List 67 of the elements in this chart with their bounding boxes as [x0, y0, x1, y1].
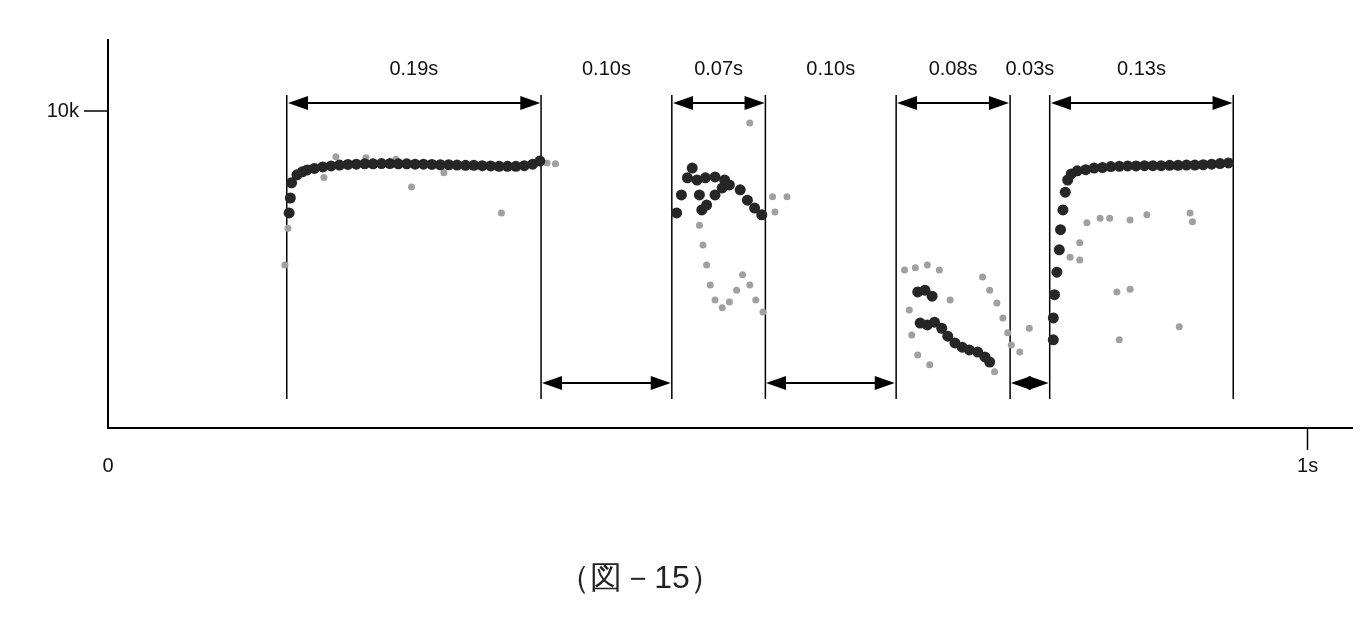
point: [1188, 218, 1196, 226]
point: [1025, 324, 1033, 332]
point: [1004, 329, 1012, 337]
point: [408, 183, 415, 191]
point: [281, 261, 289, 269]
point: [551, 160, 559, 168]
point: [1007, 341, 1015, 349]
point: [908, 331, 916, 339]
point: [993, 299, 1001, 307]
text: （図－15）: [557, 558, 723, 597]
point: [783, 193, 791, 201]
point: [739, 271, 747, 279]
point: [923, 261, 931, 269]
point: [911, 264, 919, 272]
point: [901, 266, 909, 274]
text: 0.13s: [1117, 57, 1166, 80]
point: [986, 286, 994, 294]
x-tick-label: 0: [102, 453, 114, 476]
text: 0.03s: [1005, 57, 1055, 80]
point: [1106, 214, 1114, 222]
text: 0.08s: [928, 57, 978, 80]
point: [905, 306, 913, 314]
point: [725, 298, 733, 306]
point: [1076, 256, 1084, 264]
point: [1126, 216, 1134, 224]
text: 0.10s: [806, 57, 856, 80]
point: [497, 209, 505, 217]
point: [926, 361, 934, 369]
point: [320, 174, 328, 182]
point: [1066, 253, 1074, 261]
point: [1113, 288, 1121, 296]
point: [703, 261, 711, 269]
point: [946, 296, 954, 304]
point: [1143, 211, 1151, 219]
point: [695, 221, 703, 229]
point: [706, 281, 714, 289]
point: [752, 296, 760, 304]
text: 0.19s: [389, 57, 439, 80]
point: [979, 273, 987, 281]
point: [1126, 285, 1134, 293]
text: 0.10s: [581, 57, 631, 80]
point: [1096, 214, 1104, 222]
point: [746, 281, 754, 289]
point: [1186, 209, 1194, 217]
point: [284, 224, 292, 232]
point: [771, 208, 779, 216]
point: [746, 119, 754, 127]
point: [769, 193, 777, 201]
point: [1076, 239, 1084, 247]
point: [711, 296, 719, 304]
point: [332, 153, 340, 161]
x-tick-label: 1s: [1297, 453, 1319, 476]
point: [1175, 323, 1183, 331]
point: [1016, 348, 1024, 356]
text: 0.07s: [694, 57, 744, 80]
point: [1115, 336, 1123, 344]
point: [1083, 219, 1091, 227]
point: [991, 368, 999, 376]
point: [935, 266, 943, 274]
text: 10k: [46, 98, 80, 121]
point: [999, 314, 1007, 322]
point: [914, 351, 922, 359]
point: [440, 169, 448, 177]
point: [718, 304, 726, 312]
point: [699, 241, 707, 249]
point: [759, 308, 767, 316]
point: [733, 286, 741, 294]
